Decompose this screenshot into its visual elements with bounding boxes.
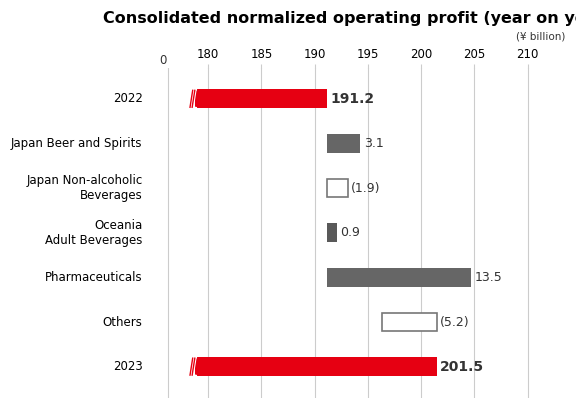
Bar [327, 223, 337, 242]
Bar [327, 179, 348, 198]
Text: 0: 0 [160, 54, 167, 67]
Text: (1.9): (1.9) [351, 182, 380, 195]
Text: 201.5: 201.5 [440, 360, 484, 374]
Title: Consolidated normalized operating profit (year on year): Consolidated normalized operating profit… [103, 11, 576, 26]
Text: 0.9: 0.9 [340, 226, 360, 239]
Text: 13.5: 13.5 [475, 271, 502, 284]
Text: (¥ billion): (¥ billion) [516, 31, 565, 41]
FancyBboxPatch shape [190, 90, 195, 108]
Text: (5.2): (5.2) [440, 315, 470, 328]
Text: 3.1: 3.1 [363, 137, 384, 150]
Bar [195, 90, 327, 108]
Bar [195, 357, 437, 376]
FancyBboxPatch shape [190, 357, 195, 376]
Bar [327, 268, 471, 287]
Bar [327, 134, 361, 153]
Text: 191.2: 191.2 [331, 92, 375, 106]
Bar [382, 312, 437, 331]
